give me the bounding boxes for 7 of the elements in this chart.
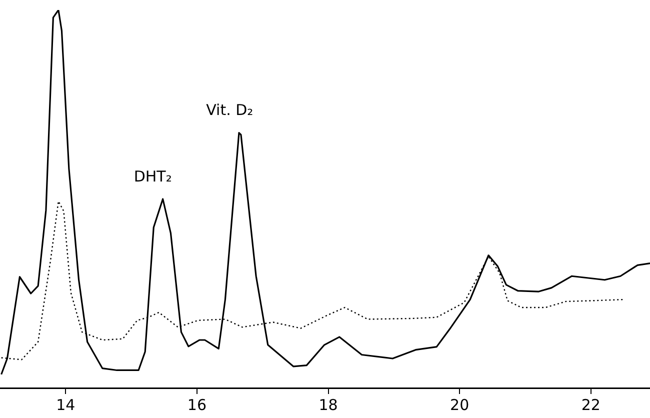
- annotation: Vit. D₂: [206, 101, 254, 120]
- x-tick-label: 18: [318, 396, 338, 414]
- x-tick-label: 20: [450, 396, 470, 414]
- x-tick-label: 22: [581, 396, 600, 414]
- x-tick-label: 16: [187, 396, 207, 414]
- x-tick-label: 14: [56, 396, 76, 414]
- annotation: DHT₂: [134, 167, 172, 186]
